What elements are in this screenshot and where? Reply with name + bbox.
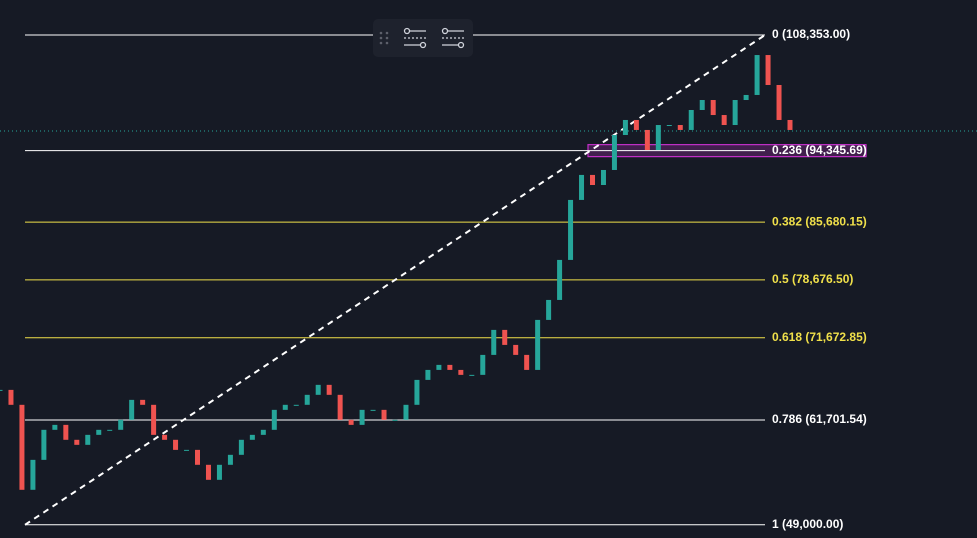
candle <box>721 115 727 126</box>
candle <box>41 429 47 460</box>
candle <box>414 379 420 405</box>
candle <box>282 404 288 410</box>
candle <box>666 125 672 127</box>
candle <box>611 134 617 170</box>
trend-line <box>24 34 766 526</box>
fib-label: 0 (108,353.00) <box>772 27 850 41</box>
candle <box>546 299 552 320</box>
candle <box>765 55 771 85</box>
candle <box>776 84 782 120</box>
candle <box>381 409 387 420</box>
candle <box>447 364 453 370</box>
candle <box>85 434 91 445</box>
candle <box>535 319 541 370</box>
candle <box>63 424 69 440</box>
candle <box>458 369 464 375</box>
candle <box>710 100 716 116</box>
candle <box>52 424 58 430</box>
candle <box>491 329 497 355</box>
candle <box>249 434 255 440</box>
candle <box>677 125 683 130</box>
toolbar-bg <box>373 19 473 57</box>
candle <box>140 399 146 405</box>
candle <box>315 384 321 395</box>
candle <box>271 409 277 430</box>
candle <box>107 429 113 431</box>
candle <box>8 389 14 405</box>
candle <box>348 419 354 425</box>
candle <box>162 434 168 440</box>
candle <box>600 169 606 185</box>
candle <box>238 439 244 455</box>
candle <box>304 394 310 405</box>
candle <box>118 419 124 430</box>
candle <box>699 100 705 110</box>
candle <box>743 94 749 101</box>
fib-label: 1 (49,000.00) <box>772 517 843 531</box>
candle <box>359 409 365 425</box>
candle <box>195 449 200 465</box>
candle <box>633 119 639 130</box>
candle <box>293 404 299 406</box>
candle <box>787 119 793 130</box>
candle <box>151 404 157 435</box>
candle <box>754 55 760 95</box>
candle <box>480 354 486 375</box>
candle <box>425 369 431 380</box>
candle <box>216 464 222 480</box>
fib-label: 0.236 (94,345.69) <box>772 143 867 157</box>
candle <box>590 174 595 185</box>
candle <box>557 259 563 300</box>
drag-handle <box>379 31 389 45</box>
candle <box>184 449 190 451</box>
candle <box>688 109 694 130</box>
drawing-toolbar <box>373 19 473 57</box>
candle <box>19 404 25 490</box>
settings-button[interactable] <box>403 27 427 49</box>
candle <box>732 100 738 126</box>
candle <box>568 199 574 260</box>
candle <box>173 439 179 450</box>
candle <box>30 459 36 490</box>
candle <box>524 354 530 370</box>
candle <box>260 429 266 435</box>
candle <box>0 389 3 391</box>
candle <box>622 119 628 135</box>
levels-button[interactable] <box>441 27 465 49</box>
candle <box>436 364 442 370</box>
fib-label: 0.5 (78,676.50) <box>772 272 853 286</box>
candle <box>370 409 376 411</box>
fib-label: 0.786 (61,701.54) <box>772 412 867 426</box>
candle <box>513 344 519 355</box>
candle <box>337 394 343 420</box>
candle <box>129 399 135 420</box>
fib-label: 0.618 (71,672.85) <box>772 330 867 344</box>
fib-label: 0.382 (85,680.15) <box>772 214 867 228</box>
candle <box>326 384 332 395</box>
candle <box>392 419 398 421</box>
candle <box>403 404 409 420</box>
candle <box>502 329 508 345</box>
candle <box>96 429 102 435</box>
candle <box>644 129 650 151</box>
candle <box>227 454 233 465</box>
candle <box>469 374 475 376</box>
candle <box>655 125 661 151</box>
candle <box>74 439 80 445</box>
candle <box>205 464 211 480</box>
candle <box>579 174 585 200</box>
